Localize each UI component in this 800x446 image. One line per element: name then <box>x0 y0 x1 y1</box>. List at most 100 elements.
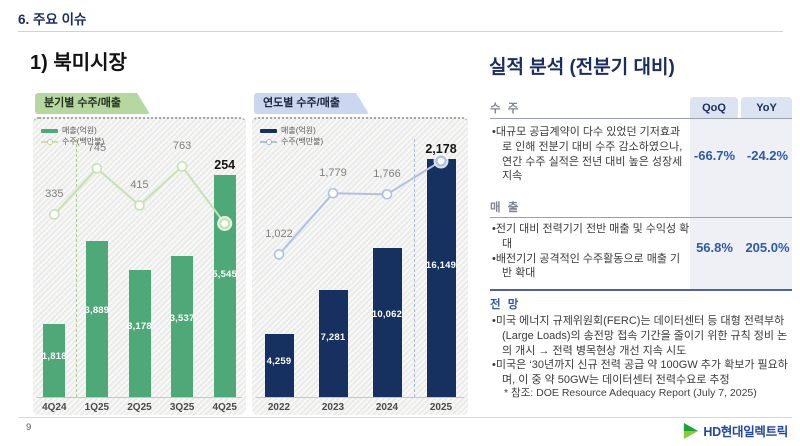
line-marker <box>48 209 60 220</box>
category-label: 2025 <box>429 402 453 413</box>
legend-row: 수주(백만불) <box>260 136 323 147</box>
category-label: 2023 <box>321 402 345 413</box>
period-separator <box>75 139 77 397</box>
legend-row: 매출(억원) <box>41 125 104 136</box>
quarterly-chart-panel: 매출(억원) 수주(백만불) 4Q24 1Q25 2Q25 3Q25 4Q25 1,818… <box>33 117 246 415</box>
legend-label: 매출(억원) <box>281 126 316 135</box>
line-value-label: 2,178 <box>425 141 457 156</box>
metrics-column-background <box>690 119 792 290</box>
bullet-item: 전기 대비 전력기기 전반 매출 및 수익성 확대 <box>492 222 690 252</box>
legend-label: 수주(백만불) <box>281 137 324 146</box>
orders-yoy-value: -24.2% <box>746 148 789 163</box>
bullet-item: 대규모 공급계약이 다수 있었던 기저효과로 인해 전분기 대비 수주 감소하였… <box>492 125 690 184</box>
yearly-chart-legend: 매출(억원) 수주(백만불) <box>260 125 323 147</box>
bar <box>85 241 108 397</box>
bar-series-swatch <box>41 128 58 133</box>
category-label: 4Q25 <box>212 402 237 413</box>
bar <box>318 289 348 397</box>
legend-row: 수주(백만불) <box>41 136 104 147</box>
yearly-chart-panel: 매출(억원) 수주(백만불) 2022 2023 2024 2025 4,259 7,28… <box>252 117 468 415</box>
bar-value-label: 10,062 <box>371 309 403 321</box>
bar-value-label: 16,149 <box>425 259 457 271</box>
line-value-label: 335 <box>45 188 64 201</box>
line-value-label: 763 <box>172 140 192 153</box>
analysis-heading: 실적 분석 (전분기 대비) <box>489 57 675 78</box>
revenue-values: 56.8% 205.0% <box>688 240 794 255</box>
bar <box>171 255 194 397</box>
line-series-swatch <box>260 138 277 145</box>
category-label: 2022 <box>267 402 291 413</box>
bar-value-label: 3,537 <box>169 313 195 325</box>
legend-label: 매출(억원) <box>62 126 97 135</box>
category-label: 1Q25 <box>84 402 110 413</box>
section-title: 6. 주요 이슈 <box>18 12 87 27</box>
tab-yearly-chart: 연도별 수주/매출 <box>254 93 369 114</box>
line-marker <box>176 161 188 172</box>
x-axis <box>37 397 242 398</box>
legend-label: 수주(백만불) <box>62 137 105 146</box>
x-axis <box>256 397 464 398</box>
legend-row: 매출(억원) <box>260 125 323 136</box>
category-label: 4Q24 <box>42 402 67 413</box>
outlook-section-label: 전 망 <box>490 299 521 311</box>
footer-divider <box>18 417 792 418</box>
bar <box>128 269 151 397</box>
line-marker <box>134 200 145 211</box>
bar-value-label: 1,818 <box>41 351 67 362</box>
page-number: 9 <box>26 422 32 433</box>
line-marker <box>435 155 447 167</box>
page-title: 1) 북미시장 <box>30 52 127 74</box>
top-divider <box>18 31 783 32</box>
line-value-label: 254 <box>214 158 236 173</box>
line-marker <box>381 189 393 200</box>
category-label: 3Q25 <box>169 402 195 413</box>
company-logo: HD현대일렉트릭 <box>683 421 788 440</box>
yearly-chart-plot: 2022 2023 2024 2025 4,259 7,281 10,062 16,149 1,… <box>252 119 468 415</box>
line-series <box>273 153 449 260</box>
bar-value-label: 7,281 <box>320 331 346 343</box>
outlook-bullet-list: 미국 에너지 규제위원회(FERC)는 데이터센터 등 대형 전력부하(Larg… <box>492 314 792 388</box>
line-marker <box>91 163 103 174</box>
line-value-label: 415 <box>130 179 149 192</box>
line-marker <box>273 249 285 260</box>
bullet-item: 미국은 ‘30년까지 신규 전력 공급 약 100GW 추가 확보가 필요하며,… <box>492 358 792 388</box>
line-value-label: 1,779 <box>319 167 347 180</box>
line-marker <box>219 217 231 230</box>
bar-value-label: 3,889 <box>84 305 110 317</box>
bar-value-label: 3,178 <box>127 321 152 333</box>
bar <box>213 175 236 397</box>
table-bottom-divider <box>490 289 792 291</box>
tab-quarterly-chart: 분기별 수주/매출 <box>35 93 150 114</box>
bullet-item: 미국 에너지 규제위원회(FERC)는 데이터센터 등 대형 전력부하(Larg… <box>492 314 792 358</box>
qoq-column-header: QoQ <box>690 97 738 119</box>
line-series-swatch <box>41 138 58 145</box>
revenue-qoq-value: 56.8% <box>696 240 733 255</box>
line-value-label: 745 <box>87 142 107 155</box>
revenue-bullet-list: 전기 대비 전력기기 전반 매출 및 수익성 확대배전기기 공격적인 수주활동으… <box>492 222 690 281</box>
revenue-yoy-value: 205.0% <box>745 240 790 255</box>
line-series <box>48 161 233 231</box>
category-label: 2024 <box>375 402 399 413</box>
orders-divider <box>490 118 792 119</box>
bar <box>372 248 402 397</box>
bar-value-label: 4,259 <box>266 356 292 368</box>
line-marker <box>327 187 339 199</box>
bar-value-label: 5,545 <box>212 269 238 280</box>
bullet-item: 배전기기 공격적인 수주활동으로 매출 기반 확대 <box>492 252 690 282</box>
revenue-section-label: 매 출 <box>490 202 521 214</box>
orders-qoq-value: -66.7% <box>693 148 736 163</box>
category-label: 2Q25 <box>127 402 152 413</box>
bar <box>264 334 294 397</box>
line-value-label: 1,766 <box>373 168 401 181</box>
bar <box>43 324 66 397</box>
hd-hyundai-logo-icon <box>684 422 699 439</box>
orders-section-label: 수 주 <box>490 103 521 115</box>
period-separator <box>414 139 415 397</box>
yoy-column-header: YoY <box>741 97 792 119</box>
quarterly-chart-plot: 4Q24 1Q25 2Q25 3Q25 4Q25 1,818 3,889 3,178 3,537… <box>33 119 246 415</box>
orders-bullet-list: 대규모 공급계약이 다수 있었던 기저효과로 인해 전분기 대비 수주 감소하였… <box>492 125 690 184</box>
outlook-footnote: * 참조: DOE Resource Adequacy Report (July… <box>504 387 757 399</box>
bar <box>426 158 456 397</box>
orders-values: -66.7% -24.2% <box>688 148 794 163</box>
